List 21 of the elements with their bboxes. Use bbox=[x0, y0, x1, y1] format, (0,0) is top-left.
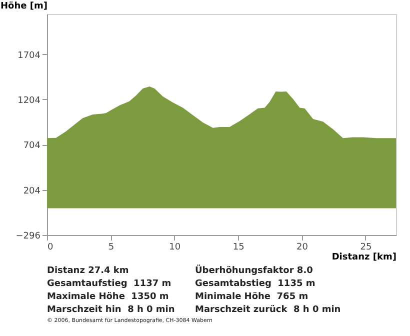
y-tick-label: −296 bbox=[16, 232, 41, 242]
x-tick-label: 15 bbox=[232, 242, 244, 252]
y-tick-label: 704 bbox=[23, 141, 41, 152]
x-axis-title: Distanz [km] bbox=[332, 252, 396, 262]
y-tick-label: 1204 bbox=[18, 96, 41, 106]
text: Marschzeit hin 8 h 0 min bbox=[47, 305, 176, 315]
text: Gesamtaufstieg 1137 m bbox=[47, 279, 172, 289]
x-tick-label: 10 bbox=[169, 242, 181, 252]
text: Distanz 27.4 km bbox=[47, 266, 130, 276]
x-tick-label: 5 bbox=[108, 242, 114, 252]
text: Marschzeit zurück 8 h 0 min bbox=[195, 305, 342, 315]
text: Gesamtabstieg 1135 m bbox=[195, 279, 316, 289]
x-tick-label: 0 bbox=[48, 242, 54, 252]
y-tick-label: 204 bbox=[23, 186, 41, 196]
y-tick-label: 1704 bbox=[18, 50, 41, 61]
x-tick-label: 20 bbox=[296, 242, 308, 252]
text: Minimale Höhe 765 m bbox=[195, 292, 310, 302]
y-axis-title: Höhe [m] bbox=[0, 2, 48, 12]
text: Überhöhungsfaktor 8.0 bbox=[195, 266, 314, 276]
text: Maximale Höhe 1350 m bbox=[47, 292, 170, 302]
x-tick-label: 25 bbox=[360, 242, 372, 252]
